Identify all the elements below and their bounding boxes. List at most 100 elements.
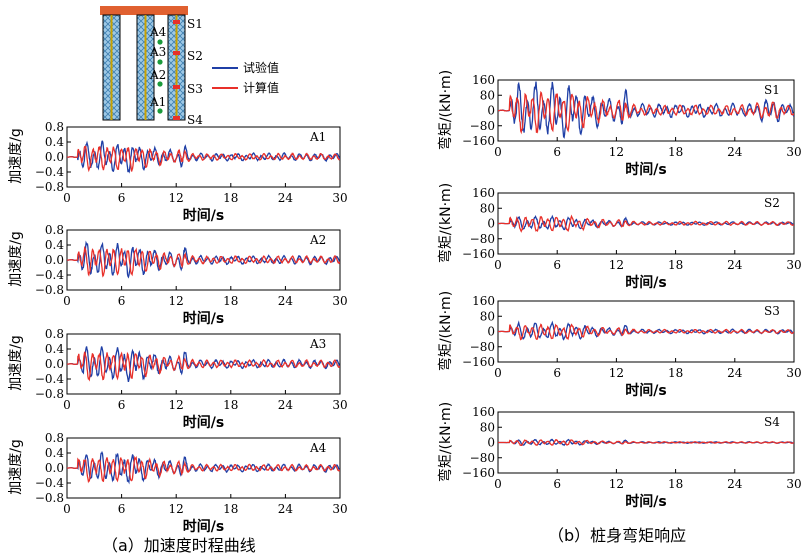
x-tick-label: 0 (63, 191, 71, 205)
x-axis-label: 时间/s (183, 414, 224, 431)
series-line-test (67, 140, 340, 174)
x-tick-label: 12 (169, 398, 184, 412)
x-tick-label: 24 (278, 502, 294, 516)
strain-marker-s3 (173, 85, 180, 89)
series-line-calc (498, 214, 794, 233)
y-tick-label: 80 (480, 420, 495, 434)
strain-label-s2: S2 (187, 49, 203, 63)
series-line-calc (498, 323, 794, 341)
x-tick-label: 6 (553, 477, 561, 491)
accel-label-a1: A1 (149, 95, 166, 109)
x-tick-label: 12 (609, 145, 624, 159)
x-axis-label: 时间/s (625, 161, 666, 178)
legend-calc-label: 计算值 (243, 80, 279, 95)
y-tick-label: 0 (487, 104, 495, 118)
y-tick-label: 0.4 (45, 446, 64, 460)
y-tick-label: 0.8 (45, 431, 64, 445)
panel-annotation: S2 (764, 196, 780, 210)
y-tick-label: 0.0 (45, 253, 64, 267)
y-axis-label: 弯矩/(kN·m) (437, 402, 454, 482)
panel-annotation: A4 (309, 441, 327, 455)
x-tick-label: 30 (786, 366, 801, 380)
x-tick-label: 6 (118, 294, 126, 308)
series-line-calc (67, 145, 340, 173)
panel-a2: 0 6 12 18 24 30 0.80.40.0−0.4−0.8 时间/s 加速度/g A2 (8, 223, 348, 327)
y-tick-label: −0.4 (35, 476, 65, 490)
x-axis-label: 时间/s (625, 382, 666, 399)
y-tick-label: −0.8 (35, 283, 64, 297)
y-tick-label: −160 (462, 355, 495, 369)
x-tick-label: 24 (278, 398, 294, 412)
series-line-calc (498, 438, 794, 447)
y-tick-label: 80 (480, 88, 495, 102)
y-tick-label: −0.8 (35, 180, 64, 194)
y-tick-label: −0.4 (35, 268, 65, 282)
x-tick-label: 18 (668, 145, 683, 159)
series-line-calc (67, 245, 340, 278)
y-tick-label: 80 (480, 201, 495, 215)
series-line-calc (498, 90, 794, 135)
y-axis-label: 加速度/g (8, 439, 24, 495)
x-tick-label: 0 (494, 366, 502, 380)
x-tick-label: 0 (494, 258, 502, 272)
x-tick-label: 30 (332, 294, 347, 308)
series-line-calc (67, 351, 340, 382)
series-line-test (67, 346, 340, 383)
y-tick-label: 160 (472, 73, 495, 87)
caption-b: （b）桩身弯矩响应 (548, 526, 686, 545)
x-tick-label: 18 (668, 366, 683, 380)
panel-annotation: S4 (764, 415, 780, 429)
y-tick-label: 160 (472, 294, 495, 308)
caption-a: （a）加速度时程曲线 (102, 536, 256, 555)
y-tick-label: −80 (470, 232, 495, 246)
y-tick-label: 0 (487, 217, 495, 231)
x-tick-label: 0 (63, 294, 71, 308)
x-tick-label: 18 (223, 191, 238, 205)
y-tick-label: 0 (487, 325, 495, 339)
y-axis-label: 弯矩/(kN·m) (437, 70, 454, 150)
accel-marker-a1 (157, 108, 163, 114)
x-tick-label: 6 (553, 258, 561, 272)
x-tick-label: 24 (727, 477, 743, 491)
y-tick-label: 0.4 (45, 238, 64, 252)
panel-annotation: S1 (764, 83, 780, 97)
accel-marker-a2 (157, 81, 163, 87)
y-tick-label: −160 (462, 134, 495, 148)
strain-marker-s1 (173, 20, 180, 24)
x-tick-label: 6 (553, 366, 561, 380)
x-tick-label: 24 (727, 145, 743, 159)
strain-label-s3: S3 (187, 82, 203, 96)
y-tick-label: −80 (470, 119, 495, 133)
x-tick-label: 30 (786, 258, 801, 272)
strain-marker-s4 (173, 116, 180, 120)
x-tick-label: 12 (169, 294, 184, 308)
pile-schematic: A4 A3 A2 A1 S1 S2 S3 S4 (100, 6, 203, 127)
x-tick-label: 18 (223, 502, 238, 516)
y-tick-label: −80 (470, 451, 495, 465)
x-tick-label: 30 (332, 398, 347, 412)
x-tick-label: 24 (278, 294, 294, 308)
x-tick-label: 18 (668, 477, 683, 491)
x-tick-label: 30 (332, 191, 347, 205)
x-axis-label: 时间/s (183, 518, 224, 535)
y-tick-label: −0.8 (35, 387, 64, 401)
accel-label-a3: A3 (149, 45, 166, 59)
panel-annotation: A2 (309, 233, 326, 247)
y-tick-label: 0.0 (45, 150, 64, 164)
panel-annotation: S3 (764, 304, 780, 318)
accel-marker-a3 (157, 59, 163, 65)
y-tick-label: 80 (480, 309, 495, 323)
x-tick-label: 6 (553, 145, 561, 159)
series-line-calc (67, 455, 340, 484)
pile-cap (100, 6, 188, 15)
x-tick-label: 6 (118, 191, 126, 205)
y-tick-label: −160 (462, 247, 495, 261)
x-axis-label: 时间/s (183, 207, 224, 224)
y-tick-label: 0.8 (45, 120, 64, 134)
x-tick-label: 18 (668, 258, 683, 272)
accel-marker-a4 (157, 39, 163, 45)
x-tick-label: 12 (169, 191, 184, 205)
x-tick-label: 30 (786, 145, 801, 159)
y-axis-label: 加速度/g (8, 231, 24, 287)
